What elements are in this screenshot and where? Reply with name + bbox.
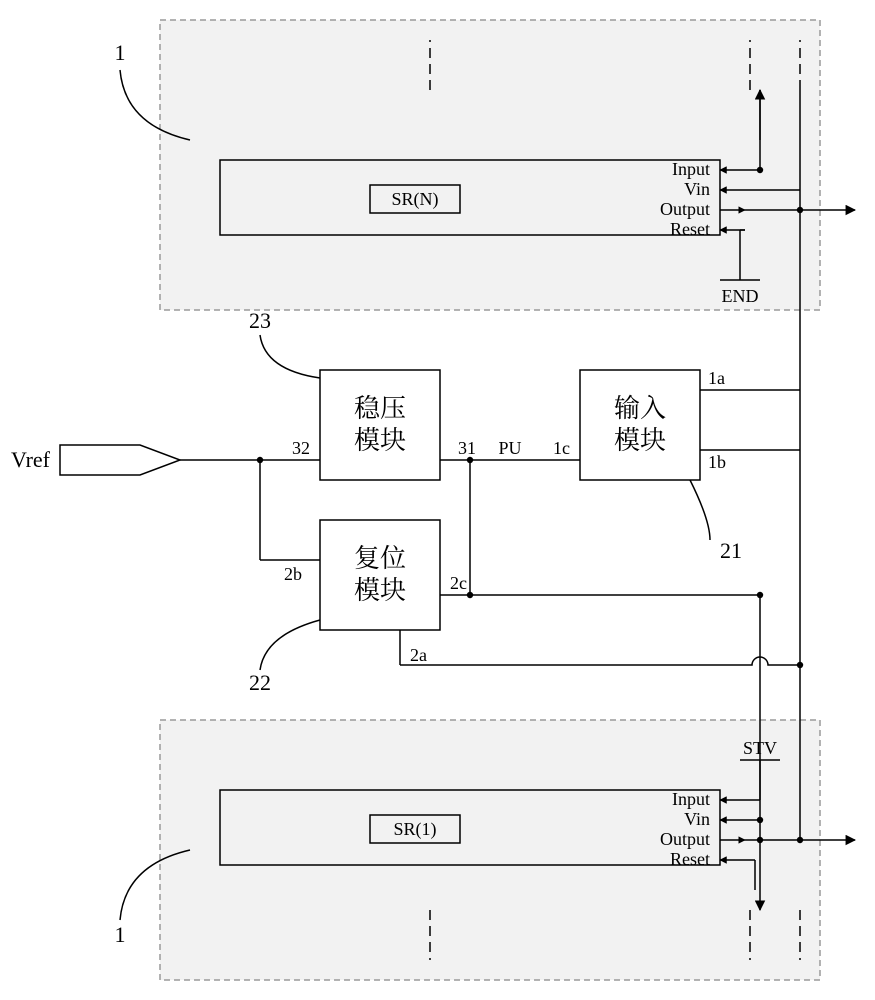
node-31: 31 — [458, 438, 476, 458]
vref-arrow — [60, 445, 180, 475]
pin-label: Input — [672, 789, 710, 809]
upper-group-box — [160, 20, 820, 310]
node-1c: 1c — [553, 438, 570, 458]
stab-module-l2: 模块 — [354, 420, 406, 457]
vref-label: Vref — [11, 447, 51, 472]
leader-21: 21 — [720, 538, 742, 563]
sr-1-label: SR(1) — [393, 819, 436, 840]
pin-label: Input — [672, 159, 710, 179]
pin-label: Reset — [670, 219, 710, 239]
pin-label: Reset — [670, 849, 710, 869]
pin-label: Output — [660, 829, 710, 849]
reset-module-l2: 模块 — [354, 570, 406, 607]
end-label: END — [722, 286, 759, 306]
leader-1-upper: 1 — [115, 40, 126, 65]
pin-label: Vin — [684, 179, 710, 199]
node-1a: 1a — [708, 368, 725, 388]
node-2a: 2a — [410, 645, 427, 665]
sr-n-label: SR(N) — [391, 189, 438, 210]
input-module-l2: 模块 — [614, 420, 666, 457]
node-2b: 2b — [284, 564, 302, 584]
pin-label: Vin — [684, 809, 710, 829]
node-1b: 1b — [708, 452, 726, 472]
node-pu: PU — [498, 438, 521, 458]
leader-1-lower: 1 — [115, 922, 126, 947]
node-2c: 2c — [450, 573, 467, 593]
leader-22: 22 — [249, 670, 271, 695]
lower-group-box — [160, 720, 820, 980]
leader-23: 23 — [249, 308, 271, 333]
pin-label: Output — [660, 199, 710, 219]
node-32: 32 — [292, 438, 310, 458]
